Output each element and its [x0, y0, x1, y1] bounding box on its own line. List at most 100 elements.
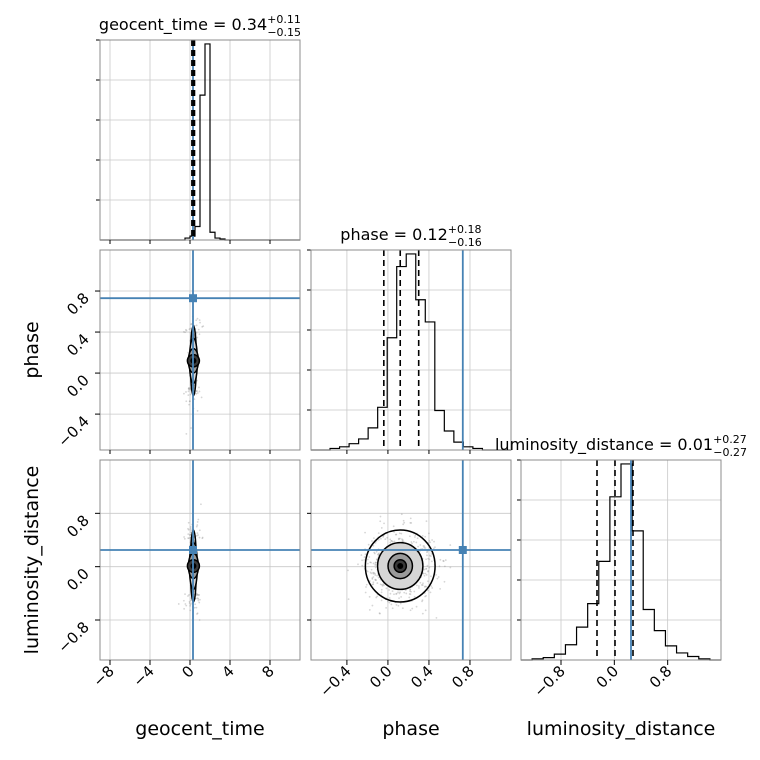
tick-label-x: 0.4	[407, 662, 437, 692]
scatter-point	[198, 536, 201, 539]
scatter-point	[199, 598, 201, 601]
scatter-point	[391, 540, 394, 543]
tick-label-x: 0.8	[646, 662, 676, 692]
scatter-point	[390, 539, 393, 542]
tick-label-x: 0.0	[366, 662, 396, 692]
scatter-point	[413, 590, 416, 593]
scatter-point	[376, 595, 379, 598]
scatter-point	[187, 394, 190, 397]
scatter-point	[409, 517, 412, 520]
scatter-point	[188, 403, 191, 406]
scatter-point	[409, 588, 412, 591]
scatter-point	[397, 538, 400, 541]
scatter-point	[371, 577, 374, 579]
histogram-steps	[521, 463, 721, 661]
scatter-point	[444, 559, 447, 561]
scatter-point	[188, 328, 191, 331]
scatter-point	[361, 564, 364, 567]
scatter-point	[413, 595, 416, 598]
scatter-point	[198, 594, 201, 596]
tick-label-x: −0.8	[530, 662, 568, 700]
x-axis-luminosity_distance: −0.8 0.0 0.8 luminosity_distance	[527, 660, 715, 740]
scatter-point	[182, 599, 185, 602]
scatter-point	[195, 392, 198, 395]
scatter-point	[399, 602, 402, 605]
scatter-point	[198, 386, 200, 389]
scatter-point	[187, 537, 189, 540]
scatter-point	[425, 567, 428, 570]
scatter-point	[371, 583, 374, 586]
scatter-point	[382, 584, 385, 587]
scatter-point	[190, 323, 192, 326]
tick-label-x: 0	[178, 662, 197, 681]
scatter-point	[372, 562, 375, 565]
scatter-point	[385, 606, 388, 609]
scatter-point	[431, 539, 434, 541]
scatter-point	[397, 537, 400, 540]
scatter-point	[425, 573, 428, 576]
scatter-point	[423, 568, 426, 571]
scatter-point	[374, 572, 376, 575]
scatter-point	[449, 566, 452, 569]
scatter-point	[187, 528, 190, 531]
scatter-point	[380, 588, 383, 591]
scatter-point	[425, 567, 427, 570]
scatter-point	[379, 520, 382, 523]
scatter-point	[188, 387, 190, 389]
scatter-point	[442, 559, 445, 562]
scatter-point	[370, 568, 373, 571]
scatter-point	[376, 553, 379, 556]
scatter-point	[391, 607, 394, 610]
scatter-point	[189, 400, 191, 403]
scatter-point	[196, 521, 199, 523]
scatter-point	[372, 571, 374, 574]
scatter-point	[426, 580, 429, 583]
scatter-point	[357, 563, 359, 566]
panel-frame	[520, 459, 722, 661]
scatter-point	[398, 532, 401, 535]
scatter-point	[187, 351, 190, 354]
truth-marker	[189, 546, 197, 554]
scatter-point	[190, 529, 193, 532]
scatter-point	[368, 556, 371, 558]
scatter-point	[393, 593, 395, 596]
scatter-point	[424, 535, 427, 538]
scatter-point	[195, 525, 198, 528]
panel-phase-hist: phase = 0.12+0.18 −0.16	[307, 223, 512, 451]
scatter-point	[415, 605, 418, 608]
scatter-point	[196, 593, 199, 596]
scatter-point	[360, 554, 363, 556]
scatter-point	[373, 571, 375, 574]
scatter-point	[371, 578, 374, 580]
scatter-point	[390, 540, 393, 542]
title-lower-error: −0.27	[713, 446, 747, 459]
scatter-point	[185, 391, 187, 393]
scatter-point	[188, 534, 191, 536]
panel-phase-vs-luminosity_distance	[310, 459, 512, 661]
scatter-point	[419, 544, 422, 546]
scatter-point	[201, 537, 204, 540]
scatter-point	[442, 560, 445, 563]
scatter-point	[413, 536, 416, 538]
scatter-point	[422, 582, 424, 585]
scatter-point	[435, 573, 437, 576]
scatter-point	[386, 536, 389, 539]
scatter-point	[189, 526, 192, 528]
scatter-point	[415, 541, 418, 544]
scatter-point	[185, 400, 188, 403]
scatter-point	[184, 328, 187, 331]
scatter-point	[408, 535, 411, 538]
scatter-point	[195, 390, 198, 392]
scatter-point	[187, 390, 190, 393]
scatter-point	[367, 562, 369, 565]
scatter-point	[419, 581, 422, 584]
scatter-point	[443, 565, 446, 568]
axis-label-y: phase	[21, 321, 43, 378]
scatter-point	[398, 592, 401, 595]
scatter-point	[435, 616, 438, 619]
panel-title: luminosity_distance = 0.01+0.27 −0.27	[495, 433, 747, 459]
scatter-point	[185, 432, 188, 435]
scatter-point	[438, 565, 441, 568]
scatter-point	[409, 593, 412, 596]
tick-label-x: −0.4	[316, 662, 354, 700]
